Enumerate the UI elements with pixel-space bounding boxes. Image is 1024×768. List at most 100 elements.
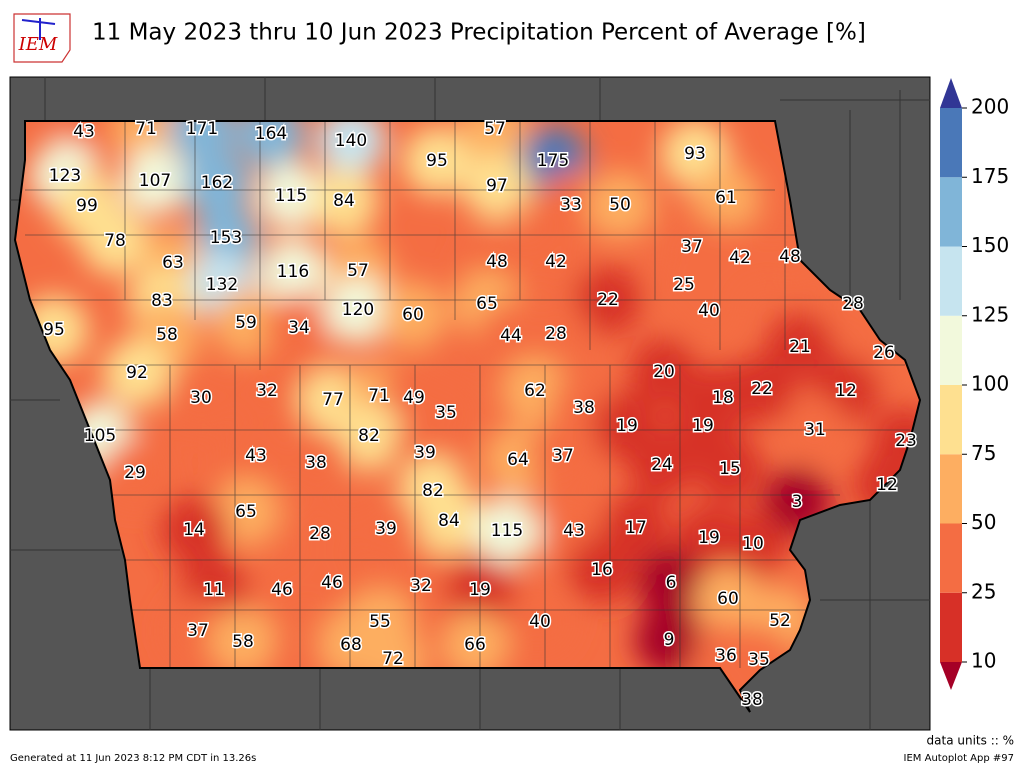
station-value: 97 — [486, 176, 508, 196]
contour-blob — [415, 487, 483, 555]
station-value: 105 — [84, 426, 116, 446]
contour-blob — [719, 510, 787, 578]
station-value: 38 — [305, 453, 327, 473]
station-value: 71 — [368, 386, 390, 406]
station-value: 46 — [321, 573, 343, 593]
station-value: 24 — [651, 455, 673, 475]
colorbar-tick-label: 200 — [971, 95, 1009, 119]
colorbar-segment — [940, 523, 962, 593]
contour-blob — [222, 422, 290, 490]
station-value: 57 — [484, 119, 506, 139]
station-value: 64 — [507, 450, 529, 470]
contour-blob — [101, 439, 169, 507]
colorbar-segment — [940, 108, 962, 178]
station-value: 115 — [275, 186, 307, 206]
contour-blob — [568, 536, 636, 604]
contour-blob — [167, 364, 235, 432]
contour-blob — [352, 495, 420, 563]
colorbar-segment — [940, 592, 962, 662]
station-value: 140 — [335, 131, 367, 151]
contour-blob — [461, 121, 529, 163]
contour-blob — [121, 147, 189, 215]
station-value: 83 — [151, 291, 173, 311]
colorbar-under — [940, 662, 962, 690]
station-value: 25 — [673, 275, 695, 295]
county-grid — [25, 121, 910, 668]
contour-blob — [212, 289, 280, 357]
station-value: 32 — [256, 381, 278, 401]
station-value: 39 — [375, 519, 397, 539]
station-value: 28 — [309, 524, 331, 544]
colorbar-segment — [940, 315, 962, 385]
station-value: 36 — [715, 646, 737, 666]
colorbar-tick-label: 100 — [971, 372, 1009, 396]
station-value: 82 — [422, 481, 444, 501]
contour-blob — [463, 152, 531, 220]
contour-blob — [298, 549, 366, 617]
station-value: 10 — [742, 534, 764, 554]
units-note: data units :: % — [927, 734, 1014, 748]
contour-blob — [675, 277, 743, 345]
station-value: 61 — [715, 188, 737, 208]
station-value: 84 — [333, 191, 355, 211]
station-value: 20 — [653, 362, 675, 382]
contour-blob — [168, 121, 236, 163]
station-value: 19 — [698, 528, 720, 548]
station-value: 92 — [126, 363, 148, 383]
station-value: 26 — [873, 343, 895, 363]
station-value: 162 — [201, 173, 233, 193]
station-value: 43 — [73, 122, 95, 142]
station-value: 9 — [664, 630, 675, 650]
station-value: 17 — [625, 518, 647, 538]
colorbar-over — [940, 78, 962, 108]
station-value: 32 — [410, 576, 432, 596]
contour-blob — [103, 339, 171, 407]
contour-blob — [637, 549, 705, 617]
station-value: 35 — [748, 650, 770, 670]
station-value: 50 — [609, 195, 631, 215]
contour-blob — [586, 171, 654, 239]
station-value: 19 — [692, 416, 714, 436]
logo: IEM — [13, 13, 71, 63]
station-value: 93 — [684, 144, 706, 164]
station-value: 171 — [186, 119, 218, 139]
contour-blob — [473, 497, 541, 565]
app-note: IEM Autoplot App #97 — [904, 753, 1014, 764]
contour-blob — [265, 294, 333, 362]
contour-blob — [233, 357, 301, 425]
station-value: 65 — [235, 502, 257, 522]
station-value: 66 — [464, 635, 486, 655]
station-value: 59 — [235, 313, 257, 333]
contour-blob — [112, 121, 180, 163]
station-value: 12 — [835, 381, 857, 401]
station-value: 82 — [358, 426, 380, 446]
contour-blob — [537, 171, 605, 239]
contour-blob — [160, 496, 228, 564]
station-value: 21 — [789, 337, 811, 357]
contour-blob — [310, 167, 378, 235]
station-value: 57 — [347, 261, 369, 281]
contour-blob — [692, 164, 760, 232]
station-value: 116 — [277, 262, 309, 282]
contour-blob — [282, 429, 350, 497]
station-value: 19 — [469, 580, 491, 600]
station-value: 175 — [537, 151, 569, 171]
contour-blob — [522, 228, 590, 296]
station-value: 23 — [895, 431, 917, 451]
map-title: 11 May 2023 thru 10 Jun 2023 Precipitati… — [92, 20, 866, 46]
contour-blob — [630, 338, 698, 406]
station-value: 164 — [255, 124, 287, 144]
contour-blob — [317, 121, 385, 175]
contour-blob — [529, 422, 597, 490]
station-value: 58 — [156, 325, 178, 345]
station-value: 153 — [210, 228, 242, 248]
colorbar-segment — [940, 246, 962, 316]
station-value: 99 — [76, 196, 98, 216]
contour-blob — [248, 556, 316, 624]
station-value: 44 — [500, 326, 522, 346]
station-value: 31 — [804, 420, 826, 440]
colorbar-tick-label: 150 — [971, 233, 1009, 257]
station-value: 55 — [369, 612, 391, 632]
station-value: 18 — [712, 388, 734, 408]
